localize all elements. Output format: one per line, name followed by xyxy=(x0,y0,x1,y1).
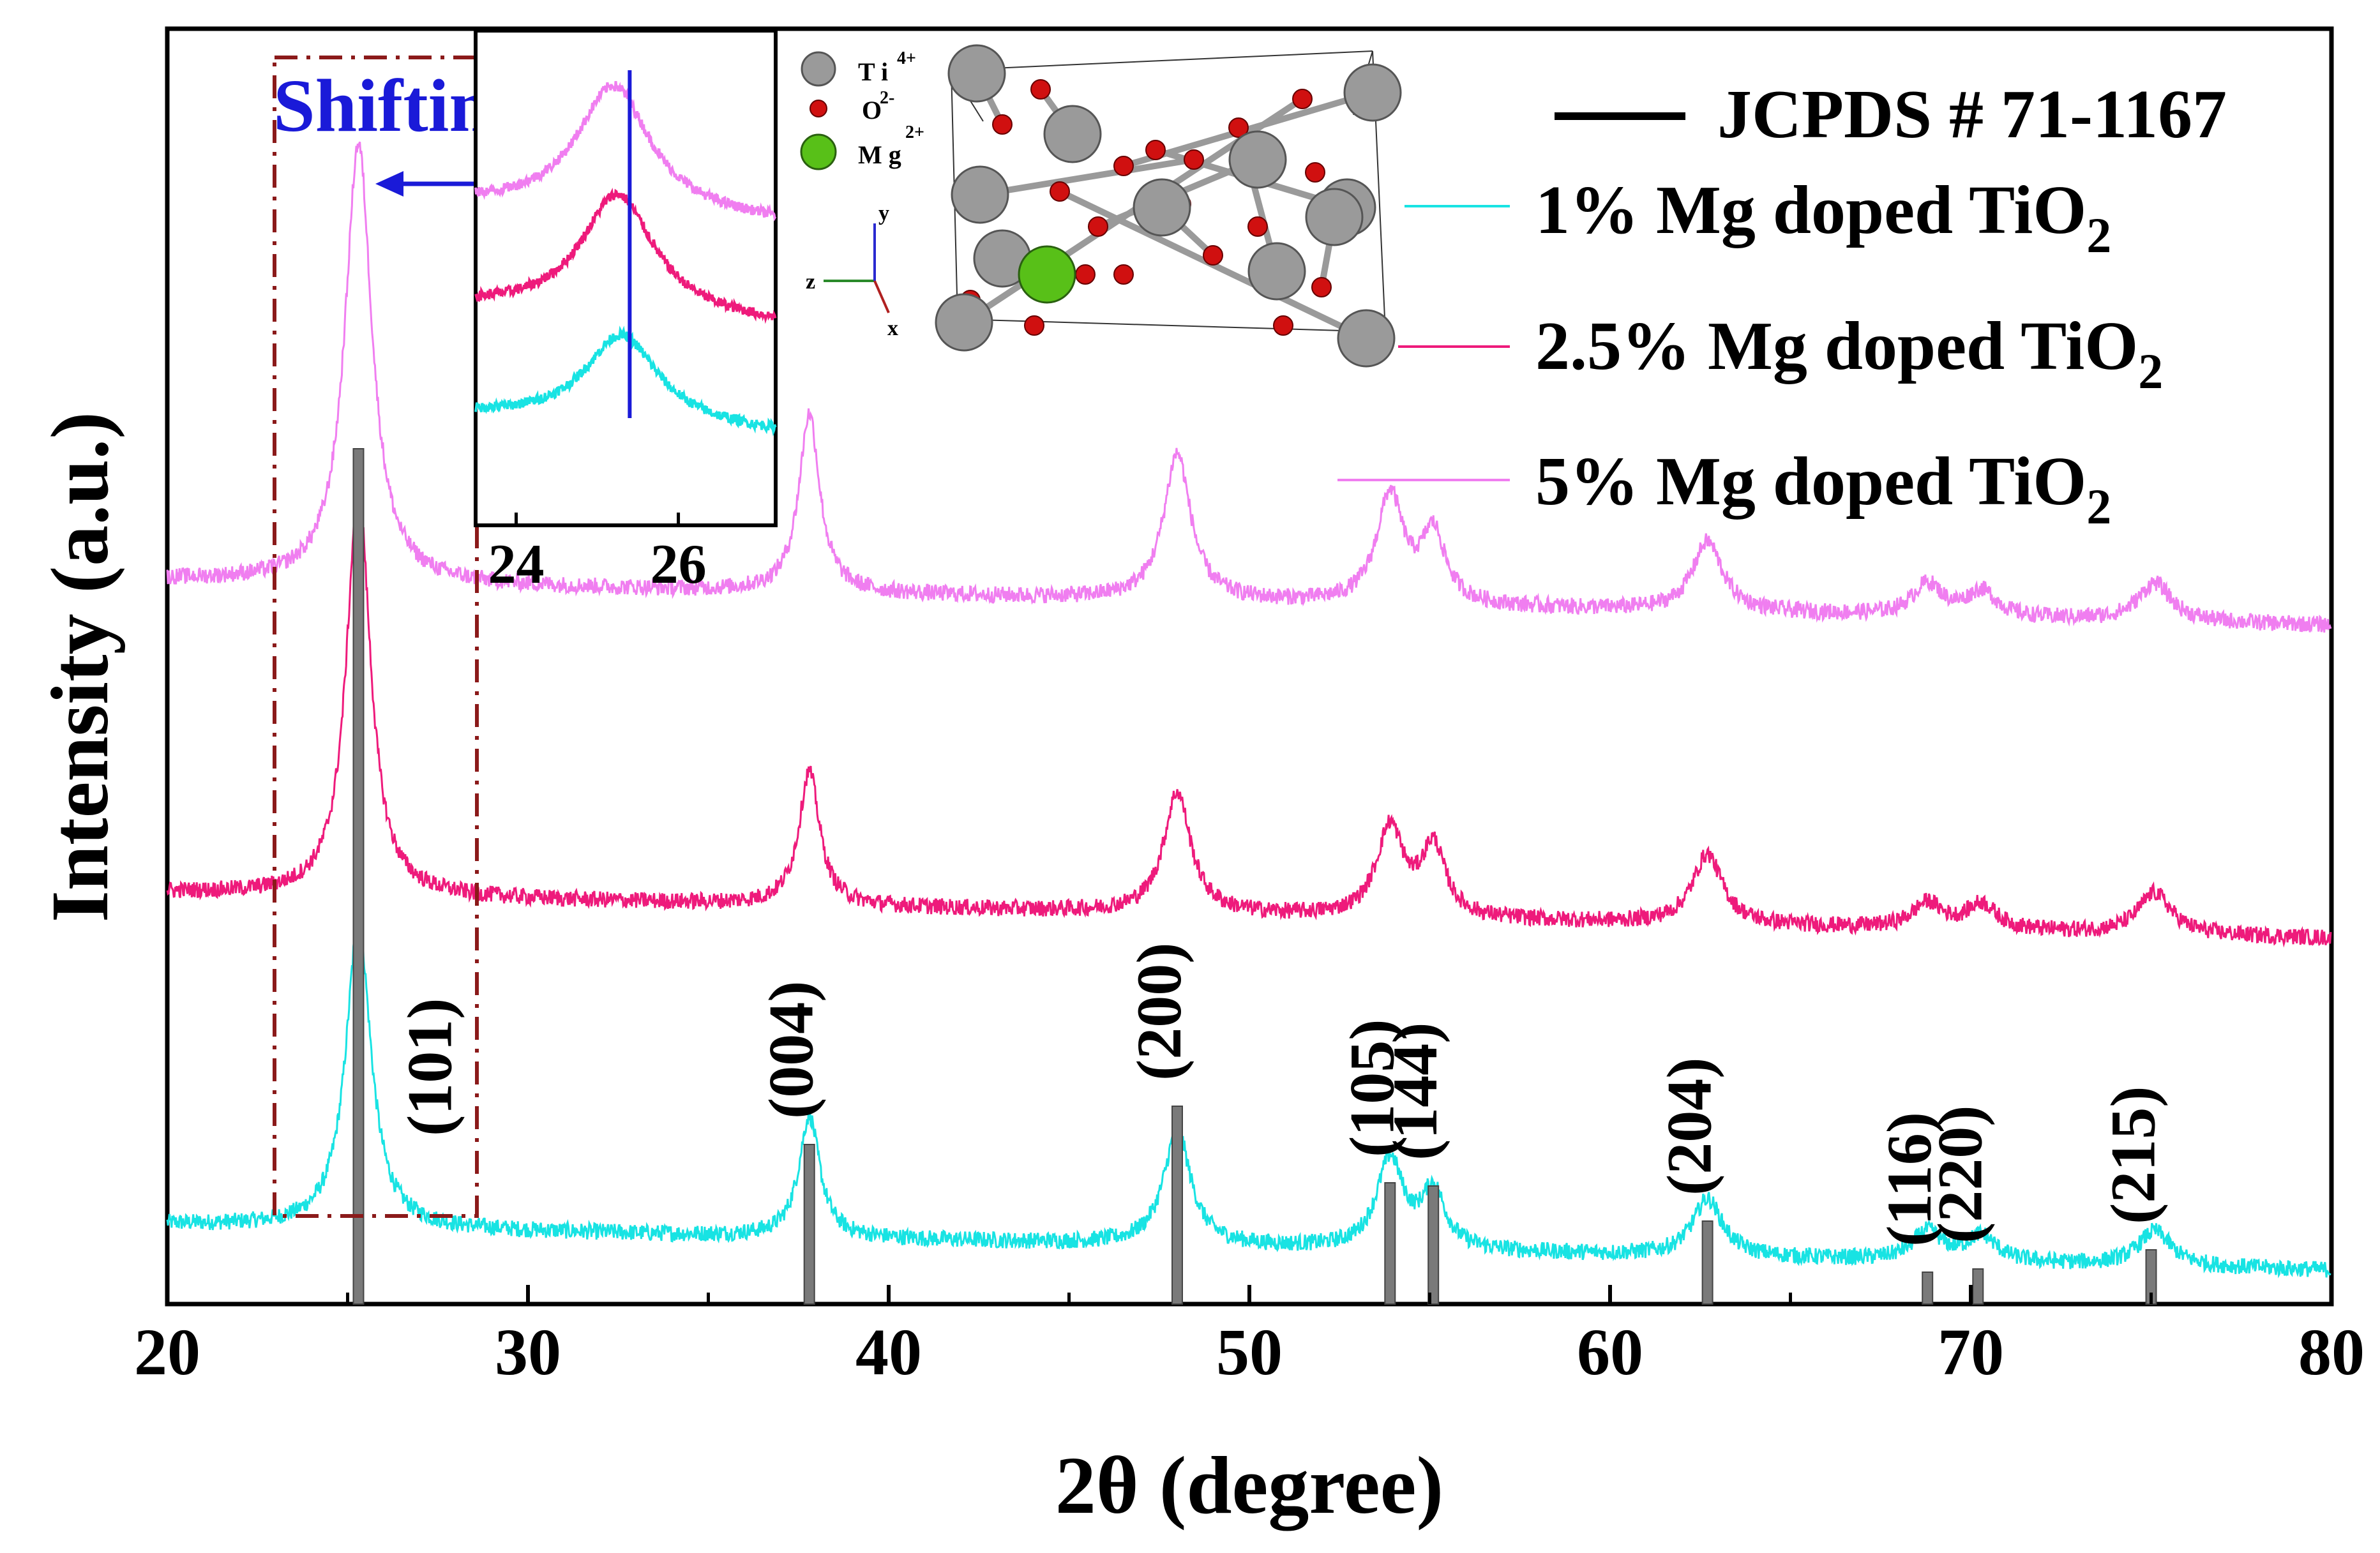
hkl-label-3: (105) xyxy=(1336,1019,1407,1157)
oxygen-atom-10 xyxy=(1050,181,1070,202)
o-legend-charge: 2- xyxy=(880,88,894,108)
legend-label-5pct: 5% Mg doped TiO2 xyxy=(1535,444,2111,534)
series-2p5pct-line xyxy=(166,481,2332,948)
ref-bar-5 xyxy=(1701,1220,1713,1305)
titanium-atom-3 xyxy=(1228,130,1287,189)
oxygen-atom-3 xyxy=(1088,216,1108,237)
oxygen-atom-13 xyxy=(1024,315,1044,336)
hkl-label-1: (004) xyxy=(756,980,827,1119)
magnesium-atom xyxy=(1018,245,1076,304)
ref-bar-1 xyxy=(803,1144,815,1305)
series-1pct-line xyxy=(166,920,2331,1279)
hkl-labels-group: (101) (004) (200) (105)(144) (204) (116)(220)… xyxy=(395,942,2169,1247)
x-axis-label: 2θ (degree) xyxy=(1055,1440,1443,1531)
x-tick-label-0: 20 xyxy=(134,1316,200,1389)
bond-4 xyxy=(979,156,1194,198)
inset-curves xyxy=(474,81,777,437)
titanium-atom-2 xyxy=(1343,63,1402,122)
inset-ticks: 24 26 xyxy=(488,513,707,596)
reference-bars-group xyxy=(352,448,2157,1305)
titanium-atom-1 xyxy=(1043,105,1102,163)
hkl-label-4: (144) xyxy=(1380,1022,1450,1160)
cell-edge-0 xyxy=(951,50,1373,71)
oxygen-atom-18 xyxy=(1075,264,1096,285)
oxygen-atom-19 xyxy=(1247,216,1268,237)
ti-legend-charge: 4+ xyxy=(897,49,916,68)
titanium-atom-11 xyxy=(1305,188,1364,246)
ref-bar-6 xyxy=(1922,1272,1934,1305)
hkl-label-5: (204) xyxy=(1654,1057,1725,1196)
titanium-atom-0 xyxy=(947,44,1006,103)
oxygen-atom-1 xyxy=(1030,79,1051,100)
ion-legend: T i 4+ O 2- M g 2+ xyxy=(800,49,924,170)
titanium-atom-9 xyxy=(935,293,993,352)
oxygen-atom-5 xyxy=(1203,245,1223,266)
highlight-box xyxy=(273,56,479,1218)
oxygen-atom-6 xyxy=(1145,140,1166,160)
mg-legend-label: M g xyxy=(858,140,901,169)
axis-triad: z x y xyxy=(806,202,898,340)
ref-bar-2 xyxy=(1171,1106,1183,1305)
x-axis-ticks: 20 30 40 50 60 70 80 xyxy=(134,1285,2365,1389)
mg-legend-sphere xyxy=(800,133,837,170)
titanium-atom-5 xyxy=(1133,178,1191,237)
legend-label-2p5pct: 2.5% Mg doped TiO2 xyxy=(1535,308,2163,399)
oxygen-atom-4 xyxy=(1184,149,1204,170)
hkl-label-2: (200) xyxy=(1124,942,1194,1081)
o-legend-sphere xyxy=(810,100,827,117)
oxygen-atom-9 xyxy=(1292,89,1313,109)
lattice-model xyxy=(935,44,1402,368)
x-tick-label-1: 30 xyxy=(495,1316,561,1389)
inset-frame xyxy=(474,29,778,527)
x-tick-label-5: 70 xyxy=(1938,1316,2004,1389)
inset-tick-label-0: 24 xyxy=(488,534,545,596)
axis-x-label: x xyxy=(887,317,898,340)
axis-z-label: z xyxy=(806,270,815,294)
oxygen-atom-8 xyxy=(1228,117,1249,138)
hkl-label-0: (101) xyxy=(395,998,465,1136)
x-tick-label-4: 60 xyxy=(1577,1316,1643,1389)
mg-legend-charge: 2+ xyxy=(905,123,924,142)
hkl-label-8: (215) xyxy=(2098,1086,2169,1224)
legend: JCPDS # 71-1167 1% Mg doped TiO2 2.5% Mg… xyxy=(1337,77,2227,534)
oxygen-atom-15 xyxy=(1273,315,1293,336)
titanium-atom-8 xyxy=(1247,242,1306,301)
ti-legend-sphere xyxy=(801,51,836,87)
hkl-label-7: (220) xyxy=(1924,1105,1995,1243)
legend-ref-label: JCPDS # 71-1167 xyxy=(1717,77,2227,153)
o-legend-label: O xyxy=(862,96,882,124)
ref-bar-0 xyxy=(352,448,365,1305)
spectra-group xyxy=(166,141,2332,1279)
x-tick-label-3: 50 xyxy=(1216,1316,1283,1389)
ref-bar-4 xyxy=(1427,1185,1440,1305)
oxygen-atom-16 xyxy=(1305,162,1325,183)
ti-legend-label: T i xyxy=(858,57,888,86)
x-tick-label-6: 80 xyxy=(2298,1316,2365,1389)
ref-bar-3 xyxy=(1384,1182,1396,1305)
oxygen-atom-0 xyxy=(992,114,1013,135)
inset-series-5pct-line xyxy=(474,81,777,221)
legend-label-1pct: 1% Mg doped TiO2 xyxy=(1535,172,2111,263)
ref-bar-7 xyxy=(1972,1268,1984,1305)
cell-edge-2 xyxy=(957,319,1386,333)
titanium-atom-10 xyxy=(1337,309,1396,368)
oxygen-atom-14 xyxy=(1113,264,1134,285)
hkl-label-6: (116) xyxy=(1874,1112,1945,1247)
inset-series-1pct-line xyxy=(474,326,777,437)
inset-series-2p5pct-line xyxy=(474,187,777,324)
oxygen-atom-2 xyxy=(1113,156,1134,176)
axis-y-label: y xyxy=(878,202,889,225)
inset-plot: 24 26 xyxy=(474,29,778,596)
series-5pct-line xyxy=(166,141,2332,633)
inset-tick-label-1: 26 xyxy=(651,534,707,596)
y-axis-label: Intensity (a.u.) xyxy=(34,412,125,922)
oxygen-atom-11 xyxy=(1311,277,1332,297)
x-tick-label-2: 40 xyxy=(855,1316,922,1389)
crystal-structure: T i 4+ O 2- M g 2+ z x y xyxy=(800,44,1402,368)
titanium-atom-4 xyxy=(951,165,1009,224)
